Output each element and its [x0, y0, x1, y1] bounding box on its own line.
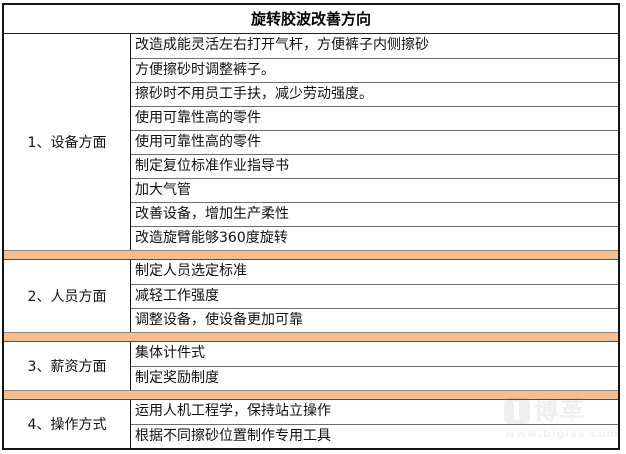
table-row: 改善设备，增加生产柔性: [131, 202, 618, 226]
table-row: 运用人机工程学，保持站立操作: [135, 403, 331, 419]
table-row: 制定人员选定标准: [135, 263, 247, 279]
table-row: 改造旋臂能够360度旋转: [131, 226, 618, 250]
table-row: 加大气管: [131, 178, 618, 202]
table-row: 制定奖励制度: [131, 366, 618, 390]
separator-band: [4, 390, 618, 400]
group-rows: 运用人机工程学，保持站立操作 根据不同擦砂位置制作专用工具: [131, 400, 618, 448]
group-operation: 4、操作方式 运用人机工程学，保持站立操作 根据不同擦砂位置制作专用工具: [4, 400, 618, 448]
page-title: 旋转胶波改善方向: [4, 5, 618, 34]
group-label: 2、人员方面: [4, 260, 131, 332]
improvement-table: 旋转胶波改善方向 1、设备方面 改造成能灵活左右打开气杆，方便裤子内侧擦砂 方便…: [2, 3, 620, 450]
table-row: 擦砂时不用员工手扶，减少劳动强度。: [131, 82, 618, 106]
group-label: 1、设备方面: [4, 34, 131, 250]
group-personnel: 2、人员方面 制定人员选定标准 减轻工作强度 调整设备，使设备更加可靠: [4, 260, 618, 332]
table-row: 方便擦砂时调整裤子。: [131, 58, 618, 82]
table-row: 制定复位标准作业指导书: [131, 154, 618, 178]
separator-band: [4, 332, 618, 342]
group-equipment: 1、设备方面 改造成能灵活左右打开气杆，方便裤子内侧擦砂 方便擦砂时调整裤子。 …: [4, 34, 618, 250]
table-row: 集体计件式: [135, 345, 205, 361]
table-row: 减轻工作强度: [131, 284, 618, 308]
table-row: 使用可靠性高的零件: [131, 106, 618, 130]
table-row: 改造成能灵活左右打开气杆，方便裤子内侧擦砂: [135, 37, 429, 53]
group-rows: 集体计件式 制定奖励制度: [131, 342, 618, 390]
group-rows: 制定人员选定标准 减轻工作强度 调整设备，使设备更加可靠: [131, 260, 618, 332]
group-label: 3、薪资方面: [4, 342, 131, 390]
group-rows: 改造成能灵活左右打开气杆，方便裤子内侧擦砂 方便擦砂时调整裤子。 擦砂时不用员工…: [131, 34, 618, 250]
group-label: 4、操作方式: [4, 400, 131, 448]
table-row: 使用可靠性高的零件: [131, 130, 618, 154]
table-row: 根据不同擦砂位置制作专用工具: [131, 424, 618, 448]
table-row: 调整设备，使设备更加可靠: [131, 308, 618, 332]
separator-band: [4, 250, 618, 260]
group-salary: 3、薪资方面 集体计件式 制定奖励制度: [4, 342, 618, 390]
